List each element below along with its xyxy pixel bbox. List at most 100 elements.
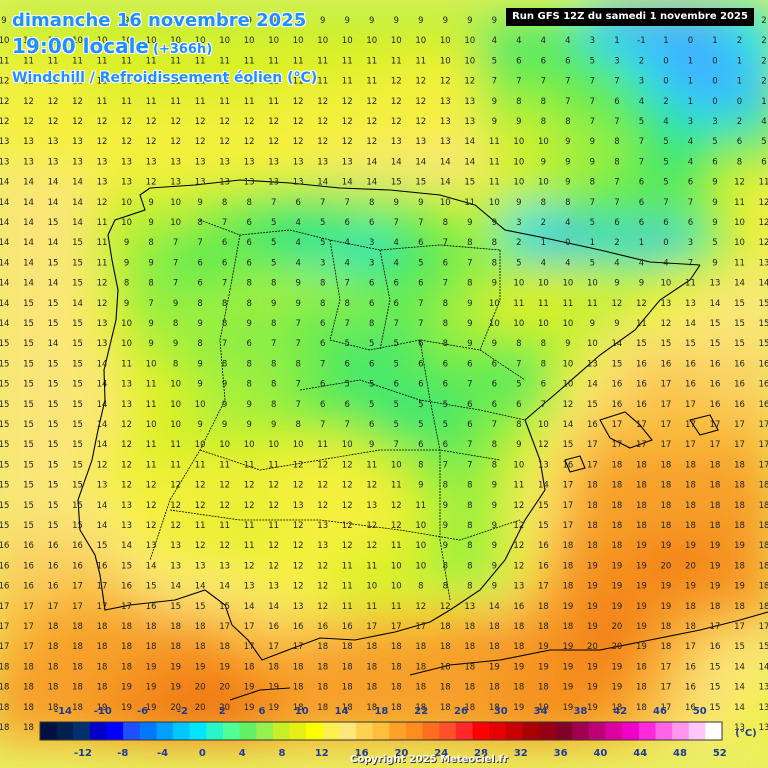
grid-value: 7 <box>516 359 521 369</box>
grid-value: 14 <box>72 218 83 228</box>
grid-value: 17 <box>759 420 768 430</box>
grid-value: 10 <box>268 440 279 450</box>
grid-value: 19 <box>636 541 647 551</box>
grid-value: 15 <box>23 440 34 450</box>
grid-value: 11 <box>513 481 524 491</box>
grid-value: 19 <box>121 683 132 693</box>
grid-value: 15 <box>72 319 83 329</box>
grid-value: 18 <box>611 460 622 470</box>
grid-value: 18 <box>636 662 647 672</box>
grid-value: 8 <box>222 299 227 309</box>
grid-value: 11 <box>685 279 696 289</box>
grid-value: 10 <box>464 36 475 46</box>
grid-value: 7 <box>590 77 595 87</box>
grid-value: 6 <box>197 258 202 268</box>
grid-value: 14 <box>72 198 83 208</box>
legend-swatch <box>588 722 607 740</box>
grid-value: 5 <box>345 380 350 390</box>
grid-value: 15 <box>121 561 132 571</box>
grid-value: 18 <box>636 683 647 693</box>
grid-value: 15 <box>23 380 34 390</box>
grid-value: 9 <box>148 198 153 208</box>
grid-value: 17 <box>366 622 377 632</box>
grid-value: 14 <box>48 198 59 208</box>
grid-value: 9 <box>173 299 178 309</box>
grid-value: 6 <box>418 380 423 390</box>
grid-value: 12 <box>293 561 304 571</box>
legend-tick-label: 26 <box>454 706 468 717</box>
legend-swatch <box>272 722 291 740</box>
grid-value: 19 <box>661 602 672 612</box>
grid-value: 18 <box>48 642 59 652</box>
grid-value: 15 <box>23 460 34 470</box>
grid-value: 12 <box>366 97 377 107</box>
grid-value: 5 <box>418 258 423 268</box>
grid-value: 15 <box>48 218 59 228</box>
grid-value: 12 <box>317 501 328 511</box>
grid-value: 8 <box>492 258 497 268</box>
grid-value: 18 <box>611 501 622 511</box>
grid-value: 17 <box>759 440 768 450</box>
grid-value: 11 <box>342 56 353 66</box>
grid-value: 18 <box>342 683 353 693</box>
grid-value: 16 <box>636 380 647 390</box>
legend-swatch <box>289 722 307 740</box>
grid-value: 7 <box>271 339 276 349</box>
grid-value: 17 <box>72 602 83 612</box>
grid-value: 15 <box>72 339 83 349</box>
grid-value: 19 <box>636 561 647 571</box>
grid-value: 15 <box>23 400 34 410</box>
grid-value: 12 <box>611 299 622 309</box>
grid-value: 5 <box>271 238 276 248</box>
grid-value: 6 <box>369 420 374 430</box>
grid-value: 14 <box>146 561 157 571</box>
grid-value: 13 <box>97 339 108 349</box>
grid-value: 18 <box>562 582 573 592</box>
legend-swatch <box>705 722 723 740</box>
grid-value: 9 <box>712 198 717 208</box>
grid-value: 18 <box>23 662 34 672</box>
grid-value: 9 <box>246 400 251 410</box>
legend-tick-label: -6 <box>137 706 148 717</box>
grid-value: 18 <box>391 683 402 693</box>
legend-tick-label: 46 <box>653 706 667 717</box>
grid-value: 18 <box>661 622 672 632</box>
grid-value: 12 <box>391 117 402 127</box>
grid-value: 10 <box>513 137 524 147</box>
grid-value: 0 <box>663 238 668 248</box>
grid-value: 11 <box>121 359 132 369</box>
grid-value: 6 <box>467 420 472 430</box>
grid-value: 2 <box>761 77 766 87</box>
grid-value: 13 <box>685 299 696 309</box>
grid-value: 8 <box>614 137 619 147</box>
legend-tick-label: 0 <box>199 748 206 759</box>
grid-value: 18 <box>661 501 672 511</box>
grid-value: 18 <box>759 481 768 491</box>
grid-value: 7 <box>222 339 227 349</box>
grid-value: 10 <box>440 56 451 66</box>
grid-value: 12 <box>219 481 230 491</box>
grid-value: 7 <box>639 157 644 167</box>
grid-value: 12 <box>562 400 573 410</box>
grid-value: 6 <box>222 258 227 268</box>
grid-value: 12 <box>317 481 328 491</box>
grid-value: 18 <box>734 460 745 470</box>
grid-value: 18 <box>440 622 451 632</box>
grid-value: 8 <box>173 359 178 369</box>
grid-value: 8 <box>271 380 276 390</box>
grid-value: 8 <box>222 359 227 369</box>
grid-value: 9 <box>173 339 178 349</box>
grid-value: 16 <box>146 602 157 612</box>
grid-value: 13 <box>268 157 279 167</box>
grid-value: 18 <box>244 662 255 672</box>
grid-value: 16 <box>72 541 83 551</box>
grid-value: 13 <box>72 137 83 147</box>
grid-value: 0 <box>737 97 742 107</box>
grid-value: 10 <box>219 36 230 46</box>
grid-value: 12 <box>391 77 402 87</box>
grid-value: 6 <box>492 380 497 390</box>
grid-value: 14 <box>734 683 745 693</box>
grid-value: 12 <box>121 137 132 147</box>
legend-tick-label: 2 <box>219 706 226 717</box>
grid-value: 13 <box>244 178 255 188</box>
